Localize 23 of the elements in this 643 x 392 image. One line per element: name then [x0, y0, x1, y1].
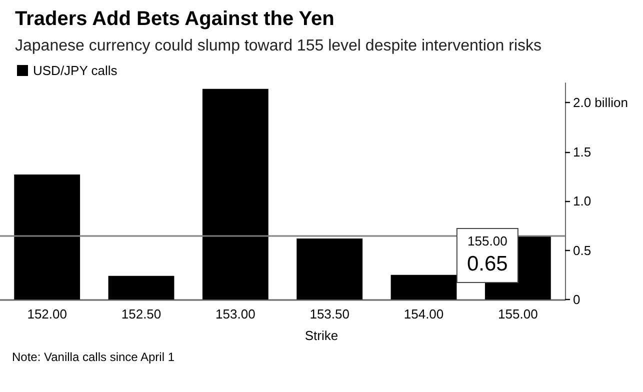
- annotation: 155.00: [468, 234, 508, 249]
- bar: [14, 174, 80, 300]
- legend-label: USD/JPY calls: [33, 63, 118, 78]
- text: Note: Vanilla calls since April 1: [12, 350, 175, 364]
- x-tick-label: 153.00: [216, 306, 256, 322]
- x-tick-label: 153.50: [310, 306, 350, 322]
- annotation: 0.65: [466, 252, 508, 276]
- y-tick-label: 1.0: [573, 194, 592, 209]
- y-tick-label: 2.0 billion: [573, 95, 628, 110]
- bar: [108, 276, 174, 300]
- bar: [390, 274, 457, 300]
- x-tick-label: 152.00: [27, 306, 67, 322]
- x-tick-label: 152.50: [121, 306, 162, 322]
- chart-subtitle: Japanese currency could slump toward 155 level despite intervention risks: [15, 38, 542, 54]
- x-axis-title: Strike: [304, 328, 338, 343]
- x-tick-label: 155.00: [498, 306, 538, 322]
- chart-title: Traders Add Bets Against the Yen: [15, 8, 334, 30]
- y-tick-label: 1.5: [573, 144, 592, 160]
- bar: [296, 238, 363, 300]
- y-tick-label: 0.5: [573, 242, 592, 258]
- x-tick-label: 154.00: [404, 306, 444, 322]
- bar: [202, 88, 268, 300]
- y-tick-label: 0: [573, 292, 580, 307]
